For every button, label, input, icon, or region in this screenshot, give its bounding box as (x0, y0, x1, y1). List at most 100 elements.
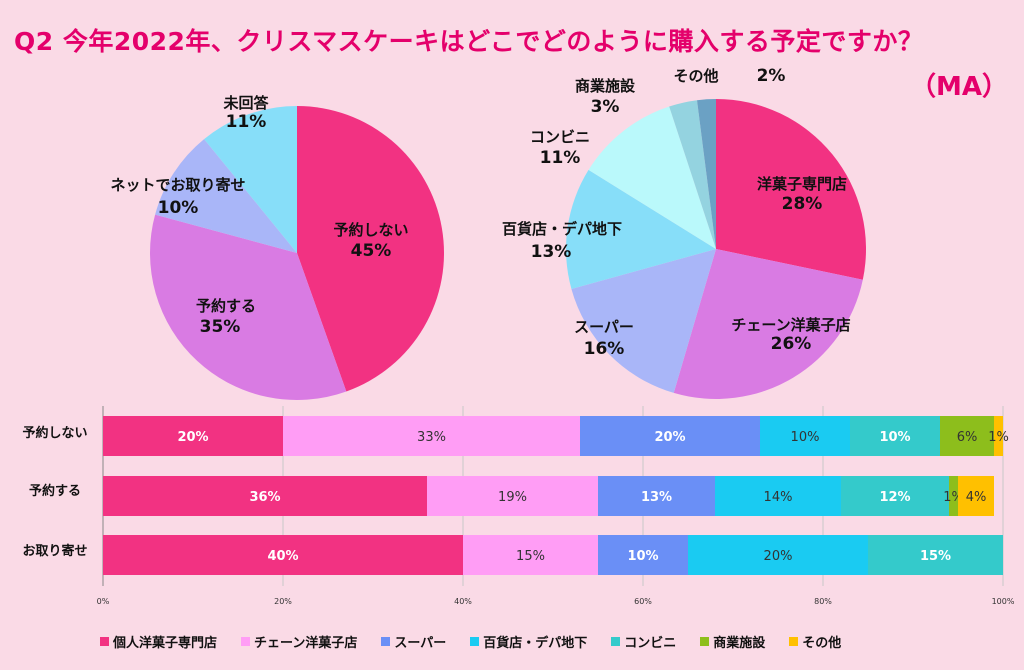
pie-value-label: 16% (584, 339, 625, 359)
legend-label: チェーン洋菓子店 (254, 636, 358, 651)
legend-label: 商業施設 (713, 636, 766, 651)
legend-label: その他 (802, 636, 842, 651)
x-tick-label: 0% (97, 597, 110, 606)
bar-value-label: 6% (957, 430, 978, 445)
pie-label: その他 (673, 67, 718, 85)
bar-segment (760, 416, 850, 456)
pie-value-label: 26% (771, 334, 812, 354)
pie-value-label: 13% (531, 242, 572, 262)
pie-value-label: 10% (158, 198, 199, 218)
legend-swatch (470, 637, 480, 646)
pie-value-label: 28% (782, 194, 823, 214)
x-tick-label: 20% (274, 597, 292, 606)
legend-swatch (789, 637, 799, 646)
bar-segment (103, 476, 427, 516)
bar-segment (940, 416, 994, 456)
pie-value-label: 11% (226, 112, 267, 132)
bar-segment (958, 476, 994, 516)
pie-label: 予約しない (333, 221, 408, 239)
legend-label: コンビニ (624, 636, 677, 651)
pie-label: 洋菓子専門店 (757, 175, 847, 193)
bar-segment (949, 476, 958, 516)
pie-value-label: 45% (351, 241, 392, 261)
chart-title: Q2 今年2022年、クリスマスケーキはどこでどのように購入する予定ですか？ (14, 27, 924, 56)
pie-label: 未回答 (222, 94, 269, 112)
legend-item: 個人洋菓子専門店 (100, 632, 217, 651)
legend-item: その他 (789, 632, 841, 651)
pie-slice (297, 106, 445, 392)
bar-segment (841, 476, 949, 516)
bar-legend: 個人洋菓子専門店 チェーン洋菓子店 スーパー 百貨店・デパ地下 コンビニ 商業施設 その他 (100, 632, 1000, 651)
legend-label: 百貨店・デパ地下 (483, 636, 588, 651)
pie-label: ネットでお取り寄せ (110, 176, 245, 194)
category-label: 予約する (29, 483, 81, 499)
bar-value-label: 10% (791, 430, 820, 445)
pie-label: 予約する (196, 297, 256, 315)
pie-value-label: 3% (591, 97, 620, 117)
legend-swatch (611, 637, 621, 646)
pie-value-label: 2% (757, 66, 786, 86)
bar-value-label: 4% (966, 490, 987, 505)
pie-value-label: 35% (200, 317, 241, 337)
bar-segment (103, 416, 283, 456)
legend-label: スーパー (394, 636, 447, 651)
pie-slice (566, 169, 716, 289)
x-tick-label: 60% (634, 597, 652, 606)
bar-value-label: 13% (641, 490, 672, 505)
legend-swatch (100, 637, 109, 646)
pie-label: スーパー (574, 318, 634, 336)
pie-value-label: 11% (540, 148, 581, 168)
bar-segment (580, 416, 760, 456)
category-label: お取り寄せ (22, 543, 87, 559)
bar-segment (715, 476, 841, 516)
pie-slice (588, 106, 716, 249)
legend-item: 商業施設 (700, 632, 765, 651)
x-tick-label: 40% (454, 597, 472, 606)
pie-slice (669, 100, 716, 249)
pie-slice (150, 214, 347, 400)
pie-slice (716, 99, 866, 280)
bar-value-label: 10% (879, 430, 910, 445)
bar-segment (850, 416, 940, 456)
legend-item: スーパー (381, 632, 446, 651)
pie-label: 商業施設 (575, 77, 636, 95)
bar-value-label: 15% (516, 549, 545, 564)
bar-segment (994, 416, 1003, 456)
bar-value-label: 15% (920, 549, 951, 564)
bar-segment (868, 535, 1003, 575)
pie-label: 百貨店・デパ地下 (502, 220, 622, 238)
bar-value-label: 10% (627, 549, 658, 564)
bar-segment (598, 476, 715, 516)
category-label: 予約しない (22, 425, 87, 441)
bar-value-label: 12% (879, 490, 910, 505)
bar-value-label: 20% (764, 549, 793, 564)
bar-value-label: 40% (267, 549, 298, 564)
pie-slice (571, 249, 716, 393)
bar-value-label: 20% (177, 430, 208, 445)
legend-swatch (241, 637, 251, 646)
bar-segment (598, 535, 688, 575)
pie-label: チェーン洋菓子店 (731, 316, 850, 334)
bar-value-label: 33% (417, 430, 446, 445)
pie-slice (673, 249, 863, 399)
chart-subtitle: （MA） (910, 72, 1008, 102)
bar-segment (427, 476, 598, 516)
bar-segment (688, 535, 868, 575)
x-tick-label: 100% (992, 597, 1015, 606)
legend-item: コンビニ (611, 632, 676, 651)
stacked-bar-chart: 0% 20% 40% 60% 80% 100% 予約しない 20% 33% 20% 10% 10% 6%… (22, 406, 1015, 606)
bar-value-label: 36% (249, 490, 280, 505)
pie-slice (204, 106, 297, 253)
bar-value-label: 1% (988, 430, 1009, 445)
pie-label: コンビニ (530, 128, 590, 146)
pie-slice (155, 139, 297, 253)
legend-swatch (381, 637, 391, 646)
pie-slice (697, 99, 716, 249)
bar-value-label: 20% (654, 430, 685, 445)
bar-segment (283, 416, 580, 456)
bar-value-label: 19% (498, 490, 527, 505)
legend-swatch (700, 637, 710, 646)
